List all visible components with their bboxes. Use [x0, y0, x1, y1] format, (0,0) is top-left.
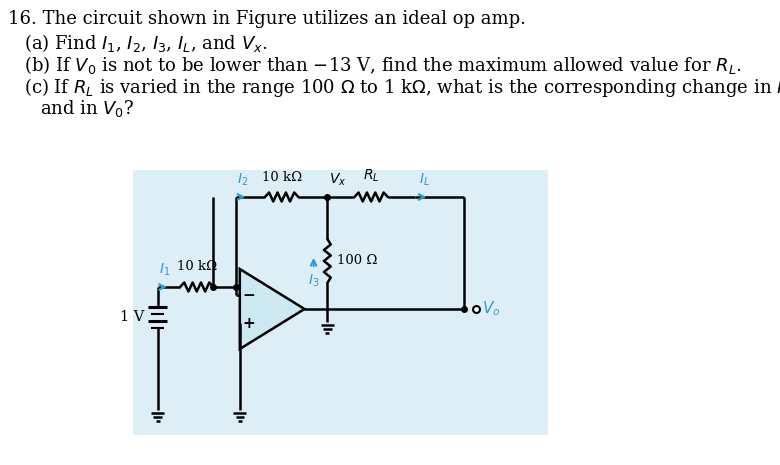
Text: $V_o$: $V_o$ — [482, 299, 500, 319]
Text: (b) If $V_0$ is not to be lower than $-$13 V, find the maximum allowed value for: (b) If $V_0$ is not to be lower than $-$… — [24, 54, 742, 76]
Text: +: + — [243, 315, 255, 331]
Text: (a) Find $I_1$, $I_2$, $I_3$, $I_L$, and $V_x$.: (a) Find $I_1$, $I_2$, $I_3$, $I_L$, and… — [24, 32, 268, 54]
Polygon shape — [239, 269, 304, 349]
Text: and in $V_0$?: and in $V_0$? — [40, 98, 134, 119]
Text: −: − — [243, 287, 255, 303]
Text: 1 V: 1 V — [119, 310, 144, 324]
Text: $I_L$: $I_L$ — [419, 172, 430, 188]
Text: $V_x$: $V_x$ — [329, 172, 346, 188]
Text: $I_2$: $I_2$ — [237, 172, 249, 188]
Text: $R_L$: $R_L$ — [363, 167, 379, 184]
Text: 100 Ω: 100 Ω — [337, 254, 378, 267]
Bar — [133, 170, 548, 435]
Text: $I_1$: $I_1$ — [159, 262, 170, 278]
Text: 10 kΩ: 10 kΩ — [261, 171, 302, 184]
Text: 16. The circuit shown in Figure utilizes an ideal op amp.: 16. The circuit shown in Figure utilizes… — [8, 10, 526, 28]
Text: (c) If $R_L$ is varied in the range 100 $\Omega$ to 1 k$\Omega$, what is the cor: (c) If $R_L$ is varied in the range 100 … — [24, 76, 780, 99]
Text: $I_3$: $I_3$ — [308, 273, 319, 289]
Text: 10 kΩ: 10 kΩ — [177, 260, 217, 273]
